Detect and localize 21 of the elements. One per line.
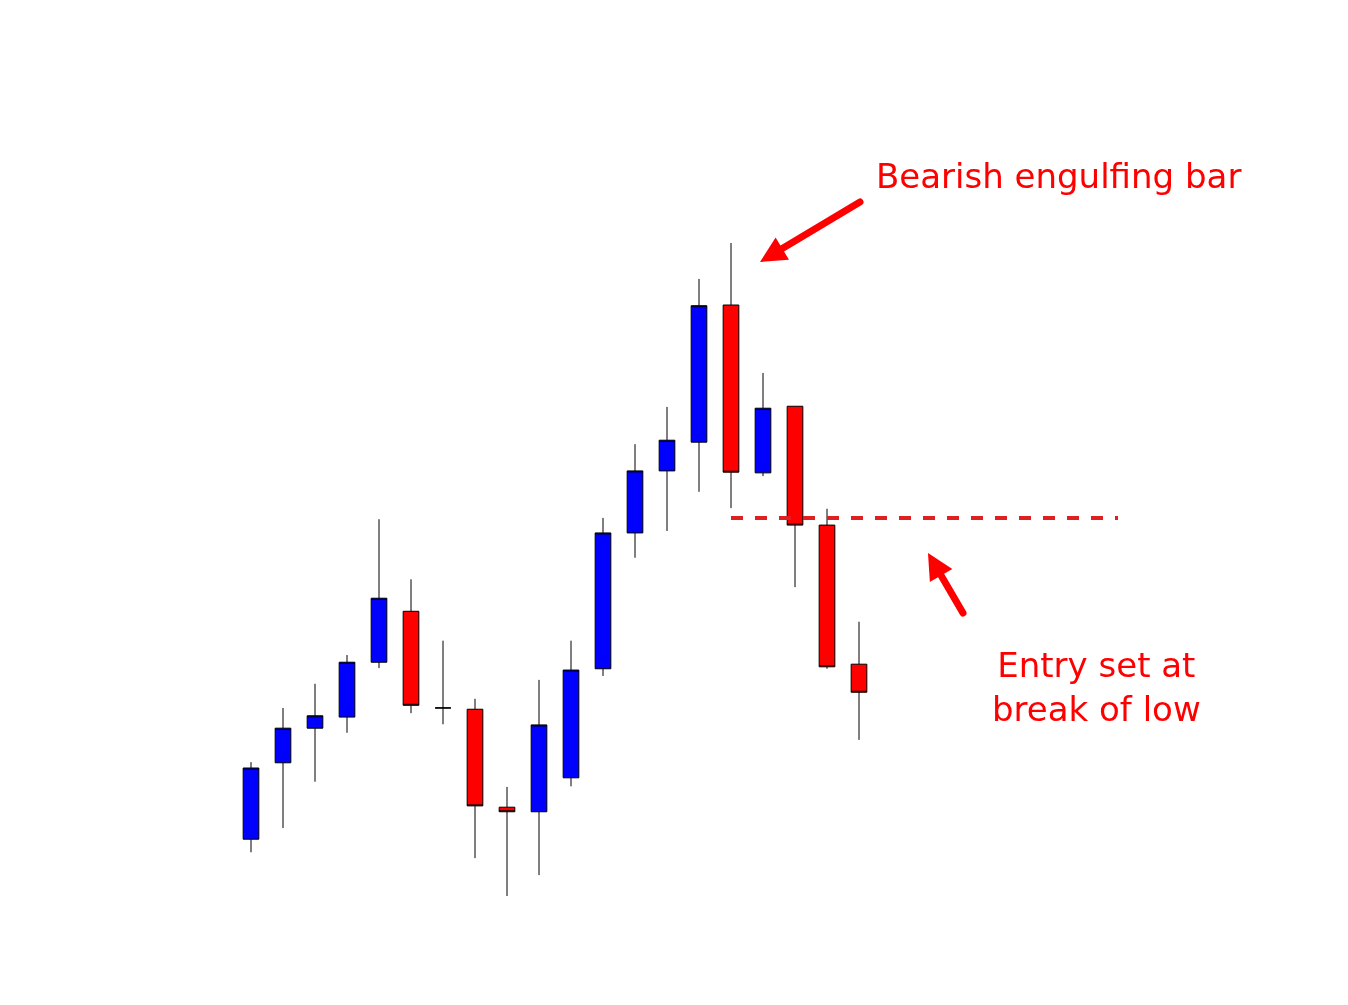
candlestick [466,698,484,859]
text: Bearish engulfing bar [876,156,1242,196]
candlestick [338,654,356,734]
candlestick [274,707,292,829]
candlestick [306,683,324,783]
candlestick [498,786,516,897]
candlestick [850,621,868,741]
candlestick [690,278,708,493]
candlestick [786,405,804,588]
candlestick [402,578,420,714]
candlestick [594,517,612,677]
candlestick [530,679,548,876]
candlestick [722,242,740,509]
candlestick [818,508,836,670]
text: Entry set at break of low [992,645,1201,730]
candlestick [562,640,580,787]
candlestick [242,761,260,853]
candlestick [658,406,676,532]
candlestick [626,443,644,559]
candlestick [370,518,388,669]
candlestick [754,372,772,477]
